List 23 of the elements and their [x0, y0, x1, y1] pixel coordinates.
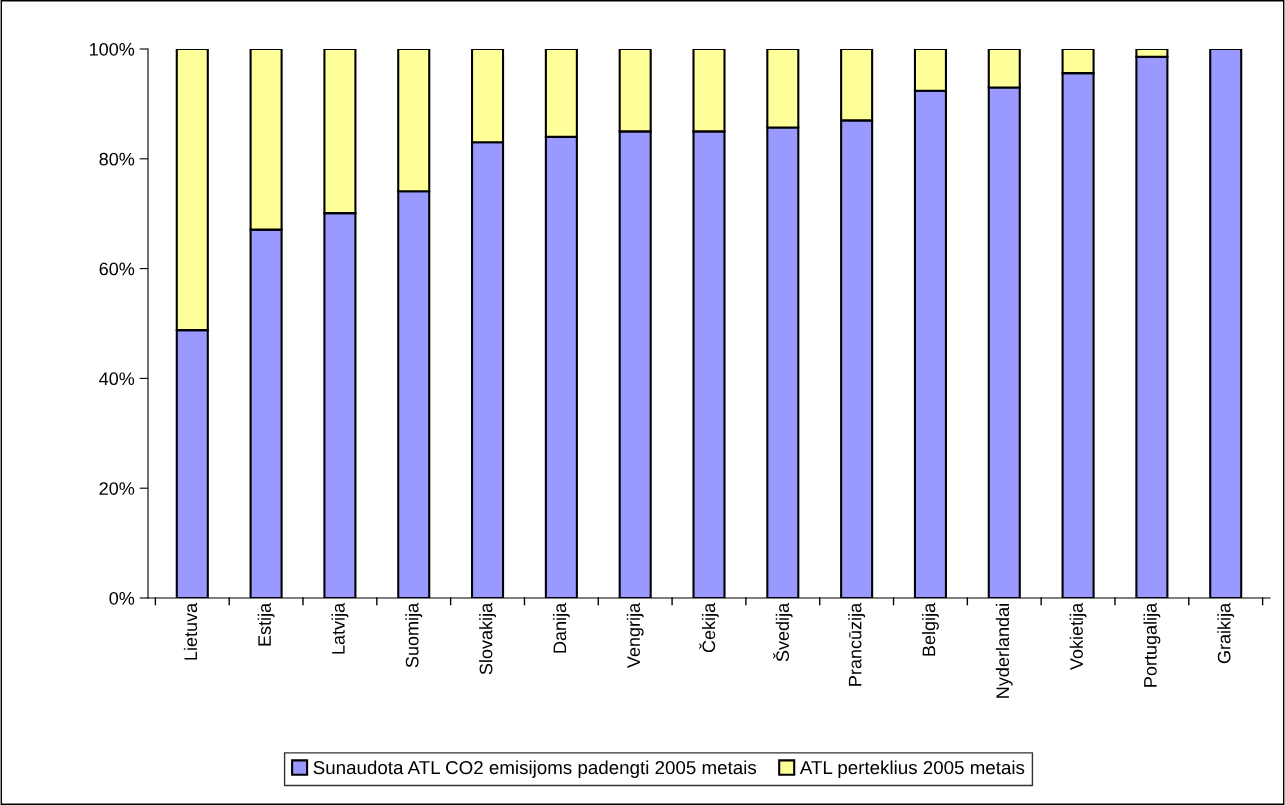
x-tick-label: Danija	[552, 602, 570, 653]
x-tick-label: Čekija	[699, 602, 719, 653]
x-tick-label: Prancūzija	[848, 602, 866, 686]
x-tick-label: Graikija	[1217, 602, 1235, 664]
x-tick-label: Suomija	[405, 602, 423, 668]
x-tick-label: Lietuva	[183, 602, 198, 660]
y-tick-label: 40%	[99, 372, 135, 386]
x-tick-label: Portugalija	[1143, 602, 1161, 687]
x-tick-label: Estija	[257, 602, 275, 646]
x-tick-label: Belgija	[922, 602, 939, 656]
x-tick-label: Vokietija	[1069, 602, 1087, 671]
x-tick-label: Nyderlandai	[995, 604, 1013, 698]
y-tick-label: 0%	[109, 591, 135, 605]
x-tick-label: Švedija	[773, 602, 793, 662]
y-tick-label: 80%	[99, 152, 135, 166]
y-tick-label: 100%	[90, 42, 135, 56]
legend-label: ATL perteklius 2005 metais	[799, 760, 1025, 778]
x-tick-label: Slovakija	[479, 602, 496, 675]
x-tick-label: Vengrija	[626, 602, 644, 669]
legend-label: Sunaudota ATL CO2 emisijoms padengti 2005 metais	[313, 760, 757, 778]
y-tick-label: 60%	[99, 262, 135, 276]
x-tick-label: Latvija	[331, 602, 349, 654]
y-tick-label: 20%	[99, 482, 135, 495]
